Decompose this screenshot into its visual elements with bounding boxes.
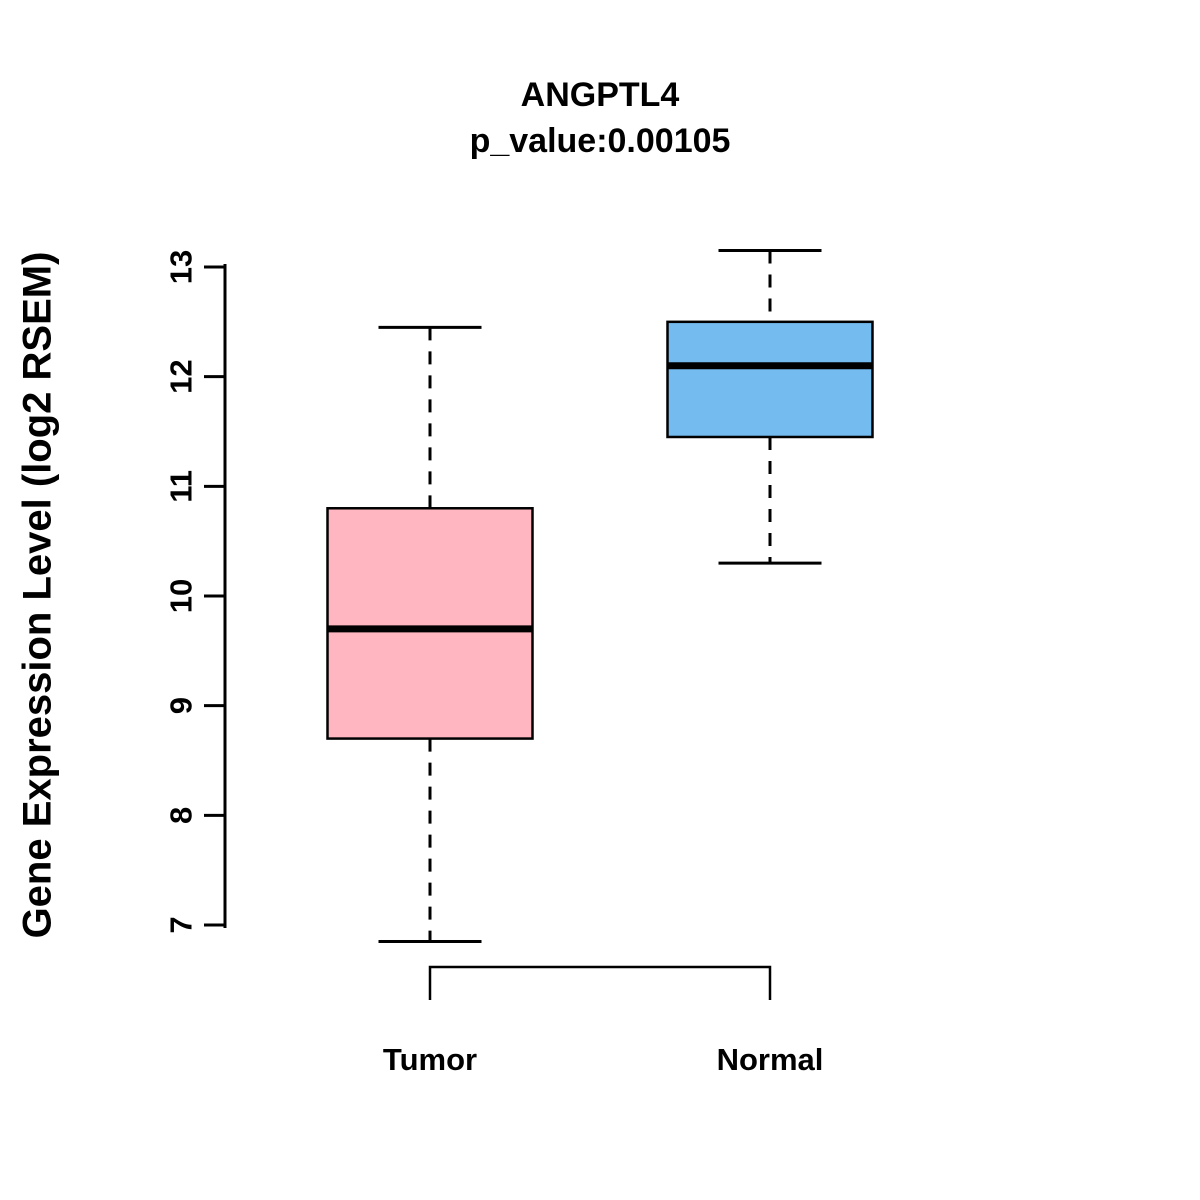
chart-title: ANGPTL4 (520, 76, 680, 114)
y-axis-tick-label: 9 (164, 697, 199, 714)
y-axis-tick-label: 12 (164, 359, 199, 393)
y-axis-tick-label: 13 (164, 250, 199, 284)
chart-subtitle-pvalue: p_value:0.00105 (469, 122, 731, 160)
normal-box (666, 320, 874, 439)
y-axis-tick-label: 8 (164, 807, 199, 824)
group-bracket (428, 965, 772, 1000)
category-label-tumor: Tumor (382, 1042, 478, 1077)
tumor-box (326, 507, 534, 740)
y-axis-tick-label: 11 (164, 470, 199, 503)
category-label-normal: Normal (716, 1042, 824, 1077)
y-axis-tick-label: 7 (164, 916, 199, 933)
y-axis-tick-label: 10 (164, 579, 199, 613)
